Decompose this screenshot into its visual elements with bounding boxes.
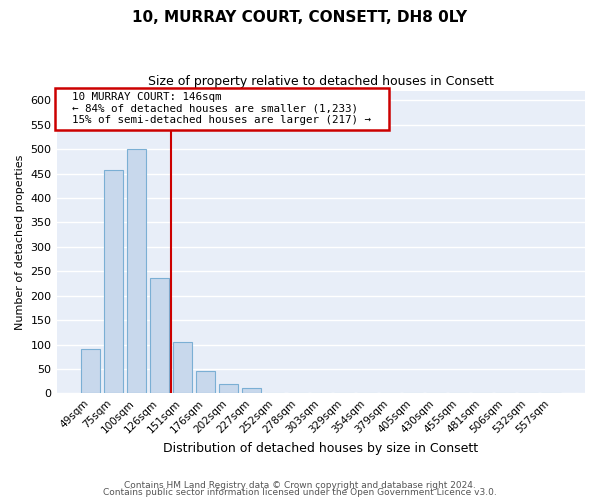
Bar	[219, 384, 238, 394]
Text: Contains HM Land Registry data © Crown copyright and database right 2024.: Contains HM Land Registry data © Crown c…	[124, 480, 476, 490]
Bar	[104, 170, 123, 394]
Bar	[127, 149, 146, 394]
Bar	[173, 342, 193, 394]
Text: Contains public sector information licensed under the Open Government Licence v3: Contains public sector information licen…	[103, 488, 497, 497]
Text: 10 MURRAY COURT: 146sqm  
  ← 84% of detached houses are smaller (1,233)  
  15%: 10 MURRAY COURT: 146sqm ← 84% of detache…	[59, 92, 384, 126]
Bar	[80, 350, 100, 394]
X-axis label: Distribution of detached houses by size in Consett: Distribution of detached houses by size …	[163, 442, 478, 455]
Text: 10, MURRAY COURT, CONSETT, DH8 0LY: 10, MURRAY COURT, CONSETT, DH8 0LY	[133, 10, 467, 25]
Y-axis label: Number of detached properties: Number of detached properties	[15, 154, 25, 330]
Bar	[196, 372, 215, 394]
Bar	[242, 388, 262, 394]
Bar	[149, 278, 169, 394]
Title: Size of property relative to detached houses in Consett: Size of property relative to detached ho…	[148, 75, 494, 88]
